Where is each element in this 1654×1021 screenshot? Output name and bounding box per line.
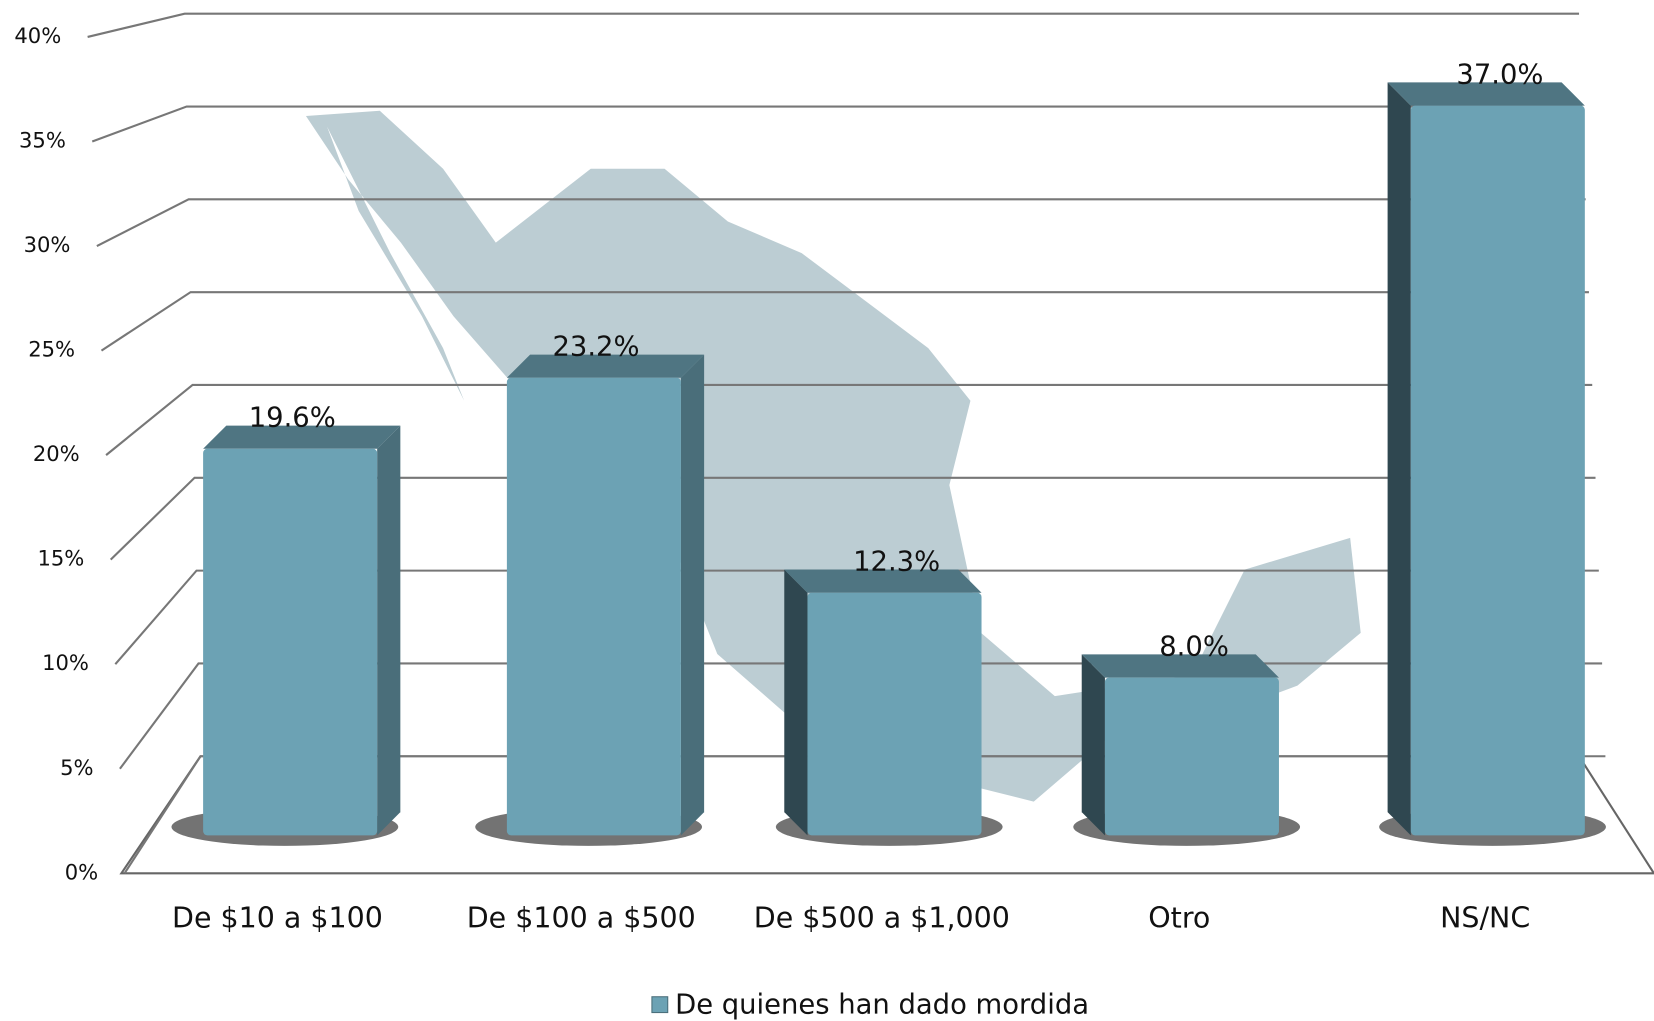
bar-side [680,354,705,836]
y-tick-label: 15% [37,546,84,571]
bar-top [1387,82,1585,106]
y-tick-label: 30% [24,232,71,257]
bar-top [203,425,401,449]
bar-side [1387,82,1411,836]
plot [305,110,1361,802]
legend-label: De quienes han dado mordida [675,990,1089,1021]
y-tick-label: 5% [60,755,93,780]
x-tick-label: De $100 a $500 [467,902,696,935]
data-label: 23.2% [552,332,639,363]
bar-side [784,569,808,836]
y-tick-label: 20% [33,441,80,466]
bar-top [784,569,982,593]
y-tick-label: 25% [28,337,75,362]
data-label: 12.3% [853,547,940,578]
y-tick-label: 0% [65,859,98,884]
grid-line [96,198,1586,247]
bar [1104,677,1279,836]
y-tick-label: 10% [42,650,89,675]
bar [203,448,378,836]
legend-swatch [651,996,669,1014]
background-map [305,110,1361,802]
grid-line [91,105,1583,143]
y-tick-label: 35% [19,127,66,152]
x-tick-label: NS/NC [1440,902,1530,935]
grid-line [109,476,1596,561]
y-tick-label: 40% [14,23,61,48]
x-tick-label: De $500 a $1,000 [754,902,1010,935]
bar [807,592,982,836]
bar-side [1081,654,1105,836]
data-label: 8.0% [1159,632,1229,663]
bar-top [506,354,705,378]
grid-line [105,383,1593,456]
bar [1410,105,1585,836]
x-tick-label: Otro [1148,902,1210,935]
grid-line [114,569,1599,665]
bar [506,377,681,836]
bar-top [1081,654,1279,678]
grid-line [100,291,1589,352]
data-label: 37.0% [1456,60,1543,91]
data-label: 19.6% [249,403,336,434]
grid-line [87,12,1580,38]
x-tick-label: De $10 a $100 [172,902,383,935]
bar-side [377,425,401,836]
